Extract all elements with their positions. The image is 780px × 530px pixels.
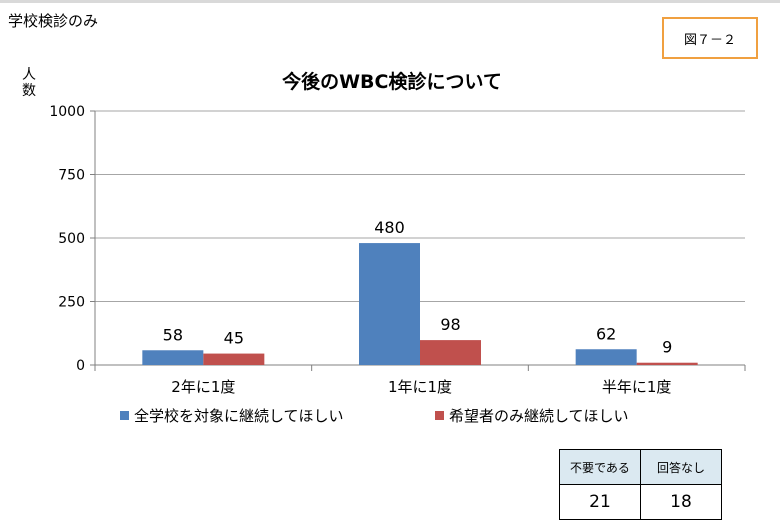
answers-value: 18 [640, 484, 722, 520]
answers-value: 21 [559, 484, 641, 520]
answers-header: 回答なし [640, 449, 722, 485]
bar [359, 243, 420, 365]
answers-table: 不要である 回答なし 21 18 [559, 449, 722, 520]
bar [420, 340, 481, 365]
figure-label: 図７－２ [662, 17, 758, 59]
y-tick-label: 1000 [49, 104, 85, 120]
x-category-label: 半年に1度 [602, 378, 672, 396]
y-axis-label: 数 [22, 83, 36, 99]
y-tick-label: 0 [76, 358, 85, 374]
x-category-label: 1年に1度 [388, 378, 452, 396]
y-tick-label: 750 [58, 168, 85, 184]
chart-title: 今後のWBC検診について [281, 70, 502, 93]
y-tick-label: 250 [58, 295, 85, 311]
data-label: 480 [374, 218, 405, 237]
x-category-label: 2年に1度 [171, 378, 235, 396]
legend-label: 希望者のみ継続してほしい [449, 407, 629, 425]
y-axis-label: 人 [22, 67, 36, 83]
bar [636, 362, 698, 365]
answers-header: 不要である [559, 449, 641, 485]
bar-chart: 今後のWBC検診について 人数 0 250 500 750 1000 2年に1度 58 45 1年に… [22, 67, 746, 425]
bar [575, 349, 637, 365]
data-label: 9 [662, 338, 672, 357]
top-border [0, 0, 780, 3]
legend-swatch [435, 411, 444, 420]
bar [142, 350, 204, 365]
legend-swatch [120, 411, 129, 420]
legend-label: 全学校を対象に継続してほしい [134, 407, 344, 425]
data-label: 45 [224, 329, 244, 348]
y-tick-label: 500 [58, 231, 85, 247]
data-label: 98 [440, 315, 460, 334]
data-label: 62 [596, 324, 616, 343]
header-label: 学校検診のみ [8, 12, 99, 30]
data-label: 58 [163, 325, 183, 344]
bar [203, 353, 265, 365]
